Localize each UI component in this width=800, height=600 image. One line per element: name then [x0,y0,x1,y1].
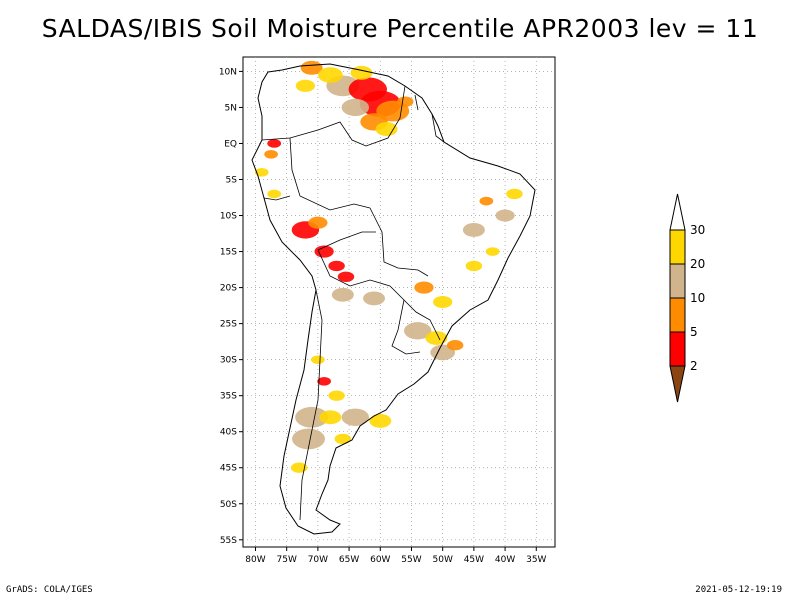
longitude-tick-labels: 80W 75W 70W 65W 60W 55W 50W 45W 40W 35W [245,547,547,565]
lat-tick-label: 20S [220,284,237,294]
percentile-patch [300,60,323,75]
country-borders [261,85,445,521]
percentile-patch [363,291,386,306]
colorbar-label: 5 [690,325,698,339]
footer-timestamp: 2021-05-12-19:19 [695,585,782,595]
percentile-patch [317,376,331,386]
percentile-patch [369,413,392,428]
percentile-patch [462,223,485,237]
percentile-patch [341,408,370,426]
percentile-patch [337,271,355,282]
lat-tick-label: 10S [220,212,237,222]
colorbar-label: 2 [690,359,698,373]
percentile-patch [479,196,494,206]
lon-tick-label: 35W [526,555,546,565]
colorbar-segment [669,297,686,333]
percentile-patch [308,216,328,229]
lon-tick-label: 55W [401,555,421,565]
lat-tick-label: 15S [220,248,237,258]
lat-tick-label: 55S [220,536,237,546]
lat-tick-label: 45S [220,464,237,474]
lat-tick-label: EQ [224,139,237,149]
percentile-patch [295,406,329,428]
colorbar-segment [669,263,686,299]
colorbar: 30 20 10 5 2 [669,193,705,403]
colorbar-label: 10 [690,291,705,305]
lon-tick-label: 80W [245,555,265,565]
colorbar-bottom-arrow [669,365,686,403]
percentile-patch [433,295,453,309]
map-title: SALDAS/IBIS Soil Moisture Percentile APR… [41,14,759,43]
percentile-patch [341,98,370,117]
percentile-patch [318,67,343,83]
percentile-patch [290,462,308,473]
lat-tick-label: 30S [220,356,237,366]
percentile-patch [495,209,515,222]
percentile-patch [414,281,434,294]
percentile-patch [446,340,464,351]
percentile-patch [267,139,282,148]
colorbar-top-arrow [669,193,686,231]
percentile-patch [331,287,354,302]
percentile-shading [254,60,523,473]
lat-tick-label: 35S [220,392,237,402]
percentile-patch [314,245,334,258]
lon-tick-label: 45W [464,555,484,565]
percentile-patch [295,79,316,92]
percentile-patch [264,149,278,159]
lon-tick-label: 40W [495,555,515,565]
lon-tick-label: 70W [308,555,328,565]
lat-tick-label: 50S [220,500,237,510]
percentile-patch [328,390,345,401]
percentile-patch [397,96,414,107]
lat-tick-label: 5N [225,103,237,113]
lat-tick-label: 40S [220,428,237,438]
percentile-patch [319,410,342,425]
percentile-patch [267,189,282,199]
percentile-patch [292,428,325,450]
percentile-patch [375,122,398,136]
lon-tick-label: 75W [277,555,297,565]
percentile-patch [328,260,345,272]
percentile-patch [425,331,448,345]
percentile-patch [506,188,523,200]
lat-tick-label: 5S [226,176,238,186]
colorbar-segment [669,331,686,367]
lon-tick-label: 60W [370,555,390,565]
latitude-tick-labels: 10N 5N EQ 5S 10S 15S 20S 25S 30S 35S 40S 45S 50S 55S [219,67,243,546]
lon-tick-label: 50W [433,555,453,565]
lon-tick-label: 65W [339,555,359,565]
percentile-patch [254,167,269,177]
percentile-patch [350,65,373,80]
percentile-patch [465,260,483,272]
percentile-patch [311,355,325,364]
colorbar-label: 30 [690,223,705,237]
percentile-patch [403,322,432,340]
map-frame [242,56,556,548]
colorbar-segment [669,229,686,265]
percentile-patch [485,247,500,256]
colorbar-label: 20 [690,257,705,271]
percentile-patch [334,433,352,445]
lat-tick-label: 10N [219,67,237,77]
footer-credit: GrADS: COLA/IGES [6,585,93,595]
lat-tick-label: 25S [220,320,237,330]
